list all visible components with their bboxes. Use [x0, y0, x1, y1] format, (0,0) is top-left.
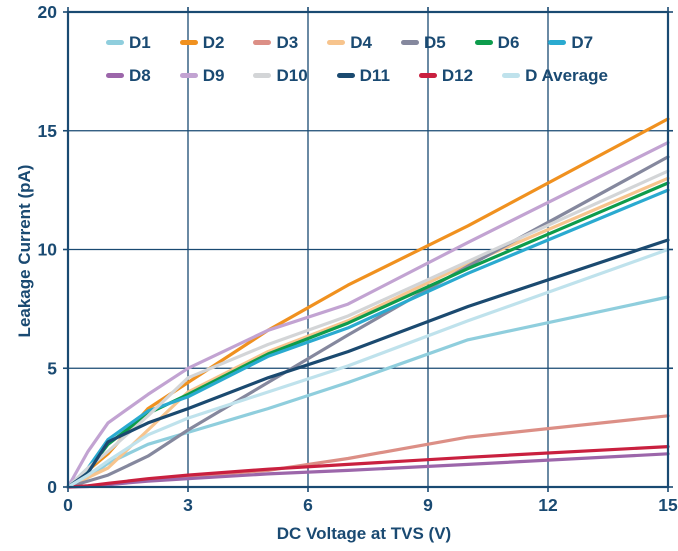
legend-swatch-icon — [418, 73, 437, 78]
chart-legend: D1 D2 D3 D4 D5 D6 D7 D8 D9 D10 D11 D12 D Average — [78, 34, 663, 100]
plot-frame — [66, 10, 670, 489]
legend-row-2: D8 D9 D10 D11 D12 D Average — [78, 67, 663, 84]
y-tick-label: 20 — [38, 2, 58, 22]
series-line-D12 — [66, 445, 670, 489]
legend-swatch-icon — [179, 73, 198, 78]
legend-item-D11: D11 — [336, 66, 390, 85]
x-tick-label: 6 — [303, 495, 313, 515]
legend-label: D3 — [276, 33, 299, 52]
legend-label: D9 — [202, 66, 225, 85]
legend-label: D8 — [129, 66, 151, 85]
legend-item-D10: D10 — [253, 66, 308, 85]
legend-label: D Average — [525, 66, 608, 85]
legend-swatch-icon — [253, 73, 272, 78]
legend-item-D2: D2 — [179, 33, 225, 52]
series-line-D11 — [66, 238, 670, 489]
legend-label: D12 — [441, 66, 474, 85]
legend-item-D9: D9 — [179, 66, 225, 85]
legend-swatch-icon — [548, 40, 567, 45]
series-line-D7 — [66, 188, 670, 489]
legend-label: D10 — [276, 66, 308, 85]
legend-item-D3: D3 — [253, 34, 298, 51]
legend-item-D7: D7 — [548, 34, 593, 51]
legend-label: D6 — [497, 33, 520, 52]
legend-item-D12: D12 — [418, 66, 474, 85]
legend-label: D2 — [202, 33, 225, 52]
legend-row-1: D1 D2 D3 D4 D5 D6 D7 — [78, 34, 663, 51]
y-tick-label: 10 — [38, 240, 58, 260]
legend-swatch-icon — [502, 73, 521, 78]
series-line-D4 — [66, 176, 670, 489]
x-tick-label: 12 — [538, 495, 558, 515]
legend-label: D4 — [350, 33, 372, 52]
legend-label: D7 — [571, 33, 594, 52]
legend-item-D5: D5 — [400, 33, 446, 52]
legend-label: D11 — [359, 66, 390, 85]
legend-item-D6: D6 — [474, 33, 520, 52]
series-line-D9 — [66, 141, 670, 489]
legend-swatch-icon — [327, 40, 346, 45]
legend-item-D8: D8 — [106, 67, 151, 84]
legend-item-D-Average: D Average — [502, 67, 608, 84]
legend-swatch-icon — [253, 40, 272, 45]
series-line-D5 — [66, 155, 670, 489]
legend-swatch-icon — [179, 40, 198, 45]
series-line-D8 — [66, 452, 670, 489]
x-tick-label: 9 — [423, 495, 433, 515]
series-line-D-Average — [66, 247, 670, 489]
legend-item-D1: D1 — [106, 34, 151, 51]
legend-swatch-icon — [336, 73, 355, 78]
legend-swatch-icon — [106, 73, 124, 78]
x-tick-label: 15 — [658, 495, 678, 515]
legend-item-D4: D4 — [327, 34, 372, 51]
legend-swatch-icon — [106, 40, 124, 45]
legend-label: D1 — [129, 33, 151, 52]
y-axis-title: Leakage Current (pA) — [15, 164, 34, 338]
x-axis-title: DC Voltage at TVS (V) — [276, 524, 452, 543]
legend-swatch-icon — [474, 40, 493, 45]
legend-swatch-icon — [400, 40, 419, 45]
x-tick-label: 0 — [63, 495, 73, 515]
y-tick-label: 5 — [47, 358, 57, 378]
y-tick-label: 15 — [38, 121, 58, 141]
y-tick-label: 0 — [47, 477, 57, 497]
legend-label: D5 — [423, 33, 446, 52]
x-tick-label: 3 — [183, 495, 193, 515]
